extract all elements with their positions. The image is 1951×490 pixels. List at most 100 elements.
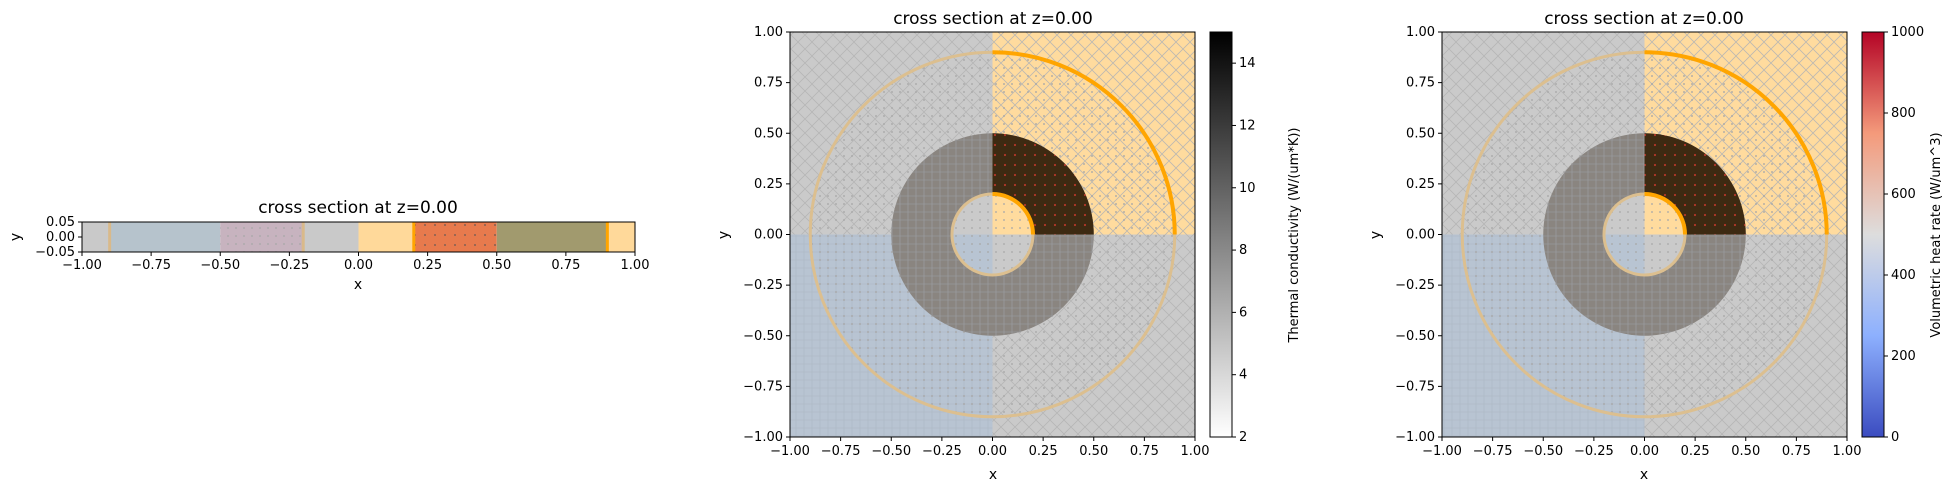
y-tick-label: 0.00 <box>46 230 75 245</box>
y-tick-label: −0.75 <box>1395 379 1435 394</box>
strip-segment-1 <box>109 222 221 252</box>
y-tick-label: 0.75 <box>754 76 783 91</box>
x-tick-label: −0.75 <box>821 444 861 459</box>
x-tick-label: 0.75 <box>1130 444 1159 459</box>
panel-3-xlabel: x <box>1640 467 1648 483</box>
panel-2-colorbar <box>1209 31 1233 438</box>
panel-1-ylabel: y <box>8 233 24 241</box>
colorbar-tick-label: 6 <box>1239 305 1247 320</box>
panel-2-colorbar-ticks: 2 4 6 8 10 12 14 <box>1232 56 1256 445</box>
panel-1-segments <box>82 222 635 252</box>
inner-dots <box>952 194 1033 275</box>
x-tick-label: −0.25 <box>269 258 309 273</box>
x-tick-label: 0.00 <box>978 444 1007 459</box>
colorbar-tick-label: 10 <box>1239 181 1256 196</box>
x-tick-label: −1.00 <box>1422 444 1462 459</box>
panel-2-title: cross section at z=0.00 <box>893 9 1093 29</box>
x-tick-label: 0.50 <box>1079 444 1108 459</box>
panel-1-y-ticks: −0.050.000.05 <box>35 215 82 260</box>
y-tick-label: 0.00 <box>754 228 783 243</box>
x-tick-label: −0.50 <box>871 444 911 459</box>
colorbar-tick-label: 14 <box>1239 56 1256 71</box>
x-tick-label: 0.75 <box>551 258 580 273</box>
y-tick-label: −0.25 <box>1395 278 1435 293</box>
y-tick-label: 0.25 <box>1406 177 1435 192</box>
x-tick-label: 0.50 <box>1731 444 1760 459</box>
panel-2-y-ticks: −1.00 −0.75 −0.50 −0.25 0.00 0.25 0.50 0.75 1.00 <box>743 25 790 445</box>
y-tick-label: 0.50 <box>754 126 783 141</box>
colorbar-tick-label: 400 <box>1891 268 1916 283</box>
panel-2-xlabel: x <box>989 467 997 483</box>
panel-3-plot-area <box>1442 32 1847 437</box>
y-tick-label: −1.00 <box>1395 430 1435 445</box>
colorbar-tick-label: 800 <box>1891 106 1916 121</box>
x-tick-label: −0.50 <box>1523 444 1563 459</box>
colorbar-tick-label: 8 <box>1239 243 1247 258</box>
panel-3-x-ticks: −1.00 −0.75 −0.50 −0.25 0.00 0.25 0.50 0.75 1.00 <box>1422 437 1861 459</box>
panel-3-y-ticks: −1.00 −0.75 −0.50 −0.25 0.00 0.25 0.50 0.75 1.00 <box>1395 25 1442 445</box>
panel-2-colorbar-label: Thermal conductivity (W/(um*K)) <box>1287 127 1302 343</box>
x-tick-label: 0.25 <box>1029 444 1058 459</box>
colorbar-tick-label: 2 <box>1239 430 1247 445</box>
x-tick-label: −1.00 <box>770 444 810 459</box>
y-tick-label: −0.50 <box>1395 329 1435 344</box>
panel-2-plot-area <box>790 32 1195 437</box>
strip-segment-7 <box>607 222 635 252</box>
x-tick-label: 0.25 <box>1681 444 1710 459</box>
panel-2-x-ticks: −1.00 −0.75 −0.50 −0.25 0.00 0.25 0.50 0.75 1.00 <box>770 437 1209 459</box>
colorbar-tick-label: 12 <box>1239 118 1256 133</box>
panel-3-ylabel: y <box>1368 231 1384 239</box>
x-tick-label: 0.00 <box>1630 444 1659 459</box>
x-tick-label: 1.00 <box>621 258 650 273</box>
strip-darkdots-overlay <box>413 222 497 252</box>
x-tick-label: −0.75 <box>131 258 171 273</box>
x-tick-label: 0.00 <box>344 258 373 273</box>
panel-3: cross section at z=0.00 −1.00 −0.75 −0.50−… <box>1368 9 1944 483</box>
x-tick-label: 0.75 <box>1782 444 1811 459</box>
strip-segment-0 <box>82 222 110 252</box>
y-tick-label: 1.00 <box>1406 25 1435 40</box>
y-tick-label: −0.05 <box>35 245 75 260</box>
x-tick-label: −1.00 <box>62 258 102 273</box>
panel-2: cross section at z=0.00 −1.00 −0.75 −0.50−… <box>716 9 1302 483</box>
x-tick-label: 1.00 <box>1181 444 1210 459</box>
panel-3-title: cross section at z=0.00 <box>1544 9 1744 29</box>
y-tick-label: −0.50 <box>743 329 783 344</box>
y-tick-label: 0.00 <box>1406 228 1435 243</box>
panel-1: cross section at z=0.00 −1.00 −0.75 −0.50−… <box>8 198 649 293</box>
outer-ring-highlight <box>992 50 1177 235</box>
colorbar-tick-label: 200 <box>1891 349 1916 364</box>
colorbar-tick-label: 0 <box>1891 430 1899 445</box>
x-tick-label: −0.50 <box>200 258 240 273</box>
x-tick-label: −0.25 <box>922 444 962 459</box>
strip-segment-4 <box>358 222 414 252</box>
panel-3-colorbar-ticks: 0 200 400 600 800 1000 <box>1884 25 1924 445</box>
x-tick-label: 1.00 <box>1833 444 1862 459</box>
inner-ring-highlight <box>992 192 1035 235</box>
panel-3-colorbar-label: Volumetric heat rate (W/um^3) <box>1929 132 1944 337</box>
y-tick-label: 0.25 <box>754 177 783 192</box>
y-tick-label: 0.05 <box>46 215 75 230</box>
y-tick-label: 0.50 <box>1406 126 1435 141</box>
strip-dots-overlay <box>220 222 304 252</box>
x-tick-label: 0.50 <box>482 258 511 273</box>
panel-3-colorbar <box>1861 31 1885 438</box>
strip-segment-6 <box>496 222 608 252</box>
y-tick-label: −0.25 <box>743 278 783 293</box>
outer-ring-highlight <box>1644 50 1829 235</box>
x-tick-label: −0.75 <box>1473 444 1513 459</box>
colorbar-tick-label: 4 <box>1239 368 1247 383</box>
panel-1-x-ticks: −1.00 −0.75 −0.50 −0.25 0.00 0.25 0.50 0.75 1.00 <box>62 252 649 273</box>
inner-dots <box>1604 194 1685 275</box>
panel-1-title: cross section at z=0.00 <box>258 198 458 218</box>
panel-1-xlabel: x <box>354 277 362 293</box>
x-tick-label: −0.25 <box>1574 444 1614 459</box>
strip-segment-3 <box>303 222 359 252</box>
panel-2-ylabel: y <box>716 231 732 239</box>
y-tick-label: 1.00 <box>754 25 783 40</box>
y-tick-label: 0.75 <box>1406 76 1435 91</box>
inner-ring-highlight <box>1644 192 1687 235</box>
x-tick-label: 0.25 <box>413 258 442 273</box>
y-tick-label: −1.00 <box>743 430 783 445</box>
